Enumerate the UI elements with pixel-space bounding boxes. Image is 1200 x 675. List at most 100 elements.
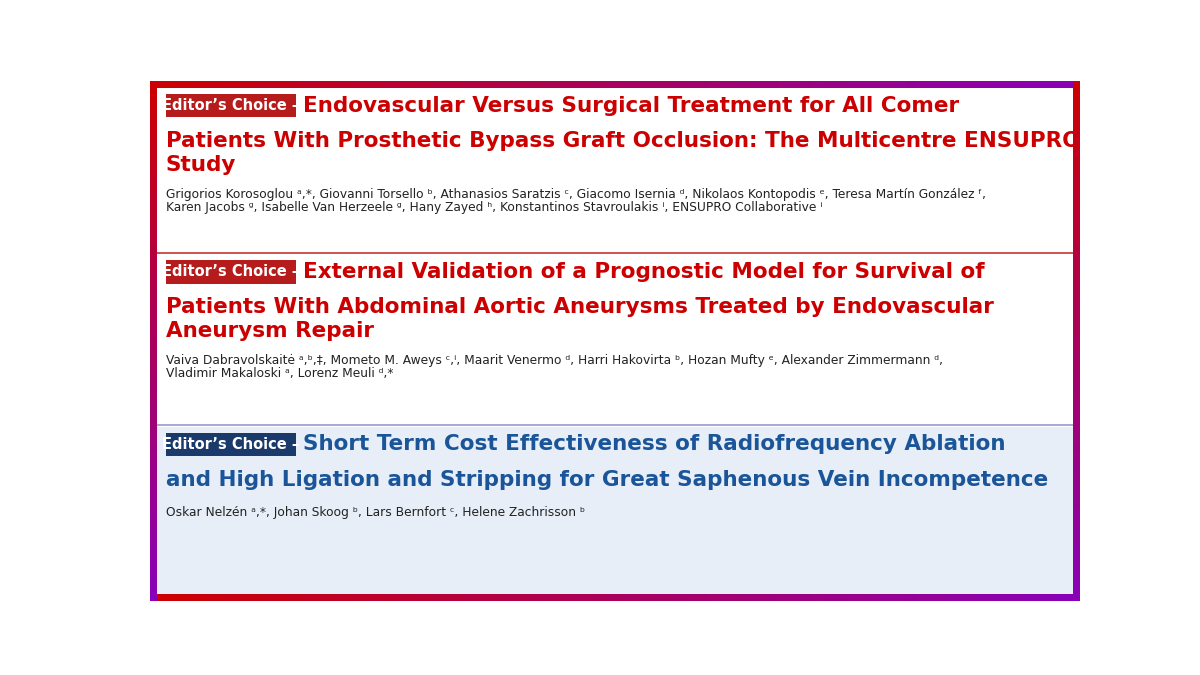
Bar — [232, 594, 242, 601]
Bar — [580, 594, 592, 601]
Bar — [1073, 256, 1080, 263]
Bar — [1073, 510, 1080, 516]
Text: Grigorios Korosoglou ᵃ,*, Giovanni Torsello ᵇ, Athanasios Saratzis ᶜ, Giacomo Is: Grigorios Korosoglou ᵃ,*, Giovanni Torse… — [166, 188, 985, 200]
Bar — [1073, 418, 1080, 425]
Bar — [1073, 588, 1080, 594]
Bar — [150, 263, 157, 269]
Bar — [1073, 126, 1080, 133]
Bar — [324, 81, 336, 88]
Bar — [1073, 523, 1080, 529]
Bar — [150, 302, 157, 308]
Bar — [359, 81, 371, 88]
Bar — [278, 594, 289, 601]
Bar — [150, 178, 157, 185]
Bar — [150, 126, 157, 133]
Bar — [150, 334, 157, 341]
Bar — [569, 594, 580, 601]
Bar — [731, 81, 743, 88]
Bar — [1073, 263, 1080, 269]
Bar — [150, 282, 157, 289]
Bar — [242, 81, 254, 88]
Bar — [1073, 490, 1080, 497]
Bar — [1022, 594, 1033, 601]
Bar — [685, 594, 696, 601]
Bar — [1073, 386, 1080, 393]
Bar — [976, 594, 986, 601]
Bar — [1022, 81, 1033, 88]
Bar — [150, 497, 157, 504]
Bar — [157, 254, 1073, 425]
Bar — [755, 594, 766, 601]
Bar — [324, 594, 336, 601]
Bar — [906, 594, 917, 601]
Bar — [1073, 425, 1080, 432]
Bar — [510, 594, 522, 601]
Bar — [475, 81, 487, 88]
Bar — [150, 458, 157, 464]
Text: Oskar Nelzén ᵃ,*, Johan Skoog ᵇ, Lars Bernfort ᶜ, Helene Zachrisson ᵇ: Oskar Nelzén ᵃ,*, Johan Skoog ᵇ, Lars Be… — [166, 506, 584, 518]
Bar — [150, 594, 157, 601]
Bar — [359, 594, 371, 601]
Bar — [150, 244, 157, 250]
Bar — [1073, 328, 1080, 334]
Bar — [150, 107, 157, 113]
Bar — [1073, 321, 1080, 328]
Bar — [1073, 360, 1080, 367]
Bar — [1073, 120, 1080, 126]
Bar — [150, 133, 157, 140]
Bar — [150, 198, 157, 205]
Bar — [929, 594, 941, 601]
Bar — [197, 81, 208, 88]
Bar — [510, 81, 522, 88]
Bar — [150, 523, 157, 529]
Bar — [1073, 354, 1080, 360]
Bar — [1073, 107, 1080, 113]
Bar — [150, 490, 157, 497]
Bar — [150, 510, 157, 516]
Bar — [557, 81, 569, 88]
Bar — [1073, 217, 1080, 224]
Bar — [185, 81, 197, 88]
Bar — [917, 594, 929, 601]
Bar — [1073, 477, 1080, 484]
Bar — [534, 594, 545, 601]
Bar — [173, 81, 185, 88]
Bar — [650, 81, 661, 88]
Bar — [173, 594, 185, 601]
Bar — [604, 594, 616, 601]
Bar — [1073, 400, 1080, 406]
Bar — [150, 542, 157, 549]
Bar — [871, 81, 882, 88]
Bar — [1073, 133, 1080, 140]
Bar — [1073, 445, 1080, 452]
Bar — [1073, 172, 1080, 178]
Bar — [406, 594, 418, 601]
Bar — [1073, 140, 1080, 146]
Bar — [731, 594, 743, 601]
Bar — [313, 81, 324, 88]
Bar — [232, 81, 242, 88]
Bar — [150, 321, 157, 328]
Bar — [440, 81, 452, 88]
Bar — [1010, 81, 1022, 88]
Bar — [371, 594, 383, 601]
Bar — [638, 594, 650, 601]
Bar — [150, 418, 157, 425]
Bar — [383, 594, 394, 601]
Bar — [150, 341, 157, 348]
Bar — [1073, 282, 1080, 289]
Bar — [150, 477, 157, 484]
Bar — [1073, 94, 1080, 101]
Bar — [952, 81, 964, 88]
Bar — [998, 81, 1010, 88]
Bar — [150, 250, 157, 256]
Bar — [708, 81, 720, 88]
Bar — [150, 354, 157, 360]
Bar — [1057, 81, 1068, 88]
Bar — [1073, 101, 1080, 107]
Bar — [162, 81, 173, 88]
Bar — [289, 594, 301, 601]
Bar — [1073, 484, 1080, 490]
Bar — [557, 594, 569, 601]
Bar — [150, 373, 157, 380]
